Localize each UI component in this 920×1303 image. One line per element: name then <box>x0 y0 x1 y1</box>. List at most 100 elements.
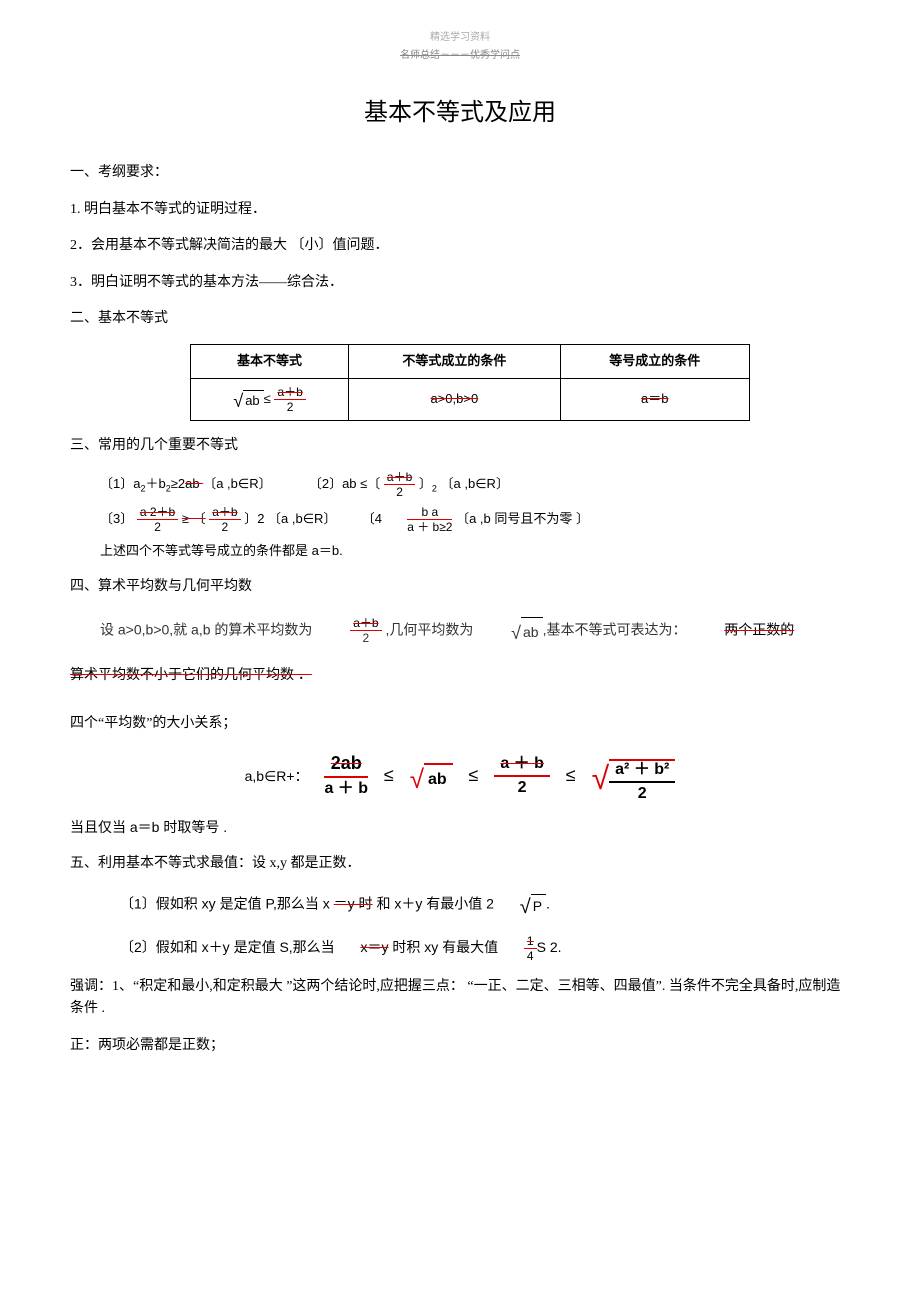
s5-heading: 五、利用基本不等式求最值：设 x,y 都是正数． <box>70 853 850 875</box>
frac3a: a 2＋b 2 <box>137 506 178 533</box>
den: 4 <box>524 949 537 962</box>
p1-strike: ＝y 时 <box>334 896 373 912</box>
den: 2 <box>350 631 381 644</box>
table-row: √ab≤ a＋b 2 a>0,b>0 a＝b <box>191 379 750 421</box>
section-1: 一、考纲要求： 1. 明白基本不等式的证明过程． 2．会用基本不等式解决简洁的最… <box>70 162 850 294</box>
r2-lead: 〔2〕ab ≤〔 <box>309 476 380 491</box>
s4-heading2: 四个“平均数”的大小关系； <box>70 713 850 735</box>
num: a＋b <box>384 471 415 485</box>
s5-p3: 强调：1、“积定和最小,和定积最大 ”这两个结论时,应把握三点： “一正、二定、… <box>70 976 850 1021</box>
s1-p1: 1. 明白基本不等式的证明过程． <box>70 199 850 221</box>
cell-cond: a>0,b>0 <box>349 379 560 421</box>
cell-formula: √ab≤ a＋b 2 <box>191 379 349 421</box>
sqrt-geo: √ab <box>511 613 542 649</box>
dot: . <box>546 896 550 912</box>
leq: ≤ <box>264 391 271 406</box>
r3-lead: 〔3〕 <box>100 511 133 526</box>
inequality-table: 基本不等式 不等式成立的条件 等号成立的条件 √ab≤ a＋b 2 a>0,b>… <box>190 344 750 421</box>
geometric-mean: √ab <box>410 755 453 797</box>
p1d: 两个正数的 <box>724 621 794 637</box>
frac-ba: b a a ＋ b≥2 <box>407 506 452 533</box>
r1-paren: 〔a ,b∈R〕 <box>203 476 271 491</box>
frac-num: a＋b <box>274 386 305 400</box>
le1: ≤ <box>384 761 394 790</box>
body: P <box>531 894 546 917</box>
le2: ≤ <box>469 761 479 790</box>
frac-14: 1 4 <box>524 935 537 962</box>
r1-ab: ab <box>185 476 203 491</box>
p1c: ,基本不等式可表达为： <box>543 621 687 637</box>
s5-p1: 〔1〕假如积 xy 是定值 P,那么当 x ＝y 时 和 x＋y 有最小值 2 … <box>120 889 850 921</box>
cond-text: a>0,b>0 <box>430 391 478 406</box>
s4-tail: 当且仅当 a＝b 时取等号 . <box>70 816 850 838</box>
ge-strike: ≥ 〔 <box>182 511 206 526</box>
page-header-small: 精选学习资料 <box>70 30 850 46</box>
den: 2 <box>137 520 178 533</box>
frac-arith: a＋b 2 <box>350 617 381 644</box>
sqrt-body: ab <box>521 617 543 646</box>
ineq-3-4: 〔3〕 a 2＋b 2 ≥ 〔 a＋b 2 〕2 〔a ,b∈R〕 〔4 b a… <box>100 506 850 533</box>
s2-heading: 二、基本不等式 <box>70 308 850 330</box>
sqrt-p: √P <box>520 889 546 921</box>
le3: ≤ <box>566 761 576 790</box>
ge: ≥2 <box>171 476 185 491</box>
p1a: 〔1〕假如积 xy 是定值 P,那么当 x <box>120 896 330 912</box>
num: a＋b <box>209 506 240 520</box>
s1-p3: 3．明白证明不等式的基本方法——综合法． <box>70 272 850 294</box>
p1a: 设 a>0,b>0,就 a,b 的算术平均数为 <box>100 621 312 637</box>
p2-text: 算术平均数不小于它们的几何平均数 ． <box>70 666 312 682</box>
th-eq: 等号成立的条件 <box>560 345 749 379</box>
chain-label: a,b∈R+： <box>245 765 309 787</box>
frac-den: 2 <box>274 400 305 413</box>
s5-p2: 〔2〕假如和 x＋y 是定值 S,那么当 x＝y 时积 xy 有最大值 1 4 … <box>120 935 850 962</box>
section-3: 三、常用的几个重要不等式 〔1〕a2＋b2≥2ab 〔a ,b∈R〕 〔2〕ab… <box>70 435 850 562</box>
sqrt-ab: ab <box>243 390 263 412</box>
frac-ab2b: a＋b 2 <box>384 471 415 498</box>
document-page: 精选学习资料 名师总结－－－优秀学问点 基本不等式及应用 一、考纲要求： 1. … <box>0 0 920 1111</box>
s4-heading: 四、算术平均数与几何平均数 <box>70 576 850 598</box>
r4-lead: 〔4 <box>362 511 382 526</box>
harmonic-mean: 2ab a ＋ b <box>324 754 368 797</box>
den: a ＋ b≥2 <box>407 520 452 533</box>
sqrt-body: ab <box>424 763 453 793</box>
num: b a <box>407 506 452 520</box>
den: 2 <box>209 520 240 533</box>
table-row: 基本不等式 不等式成立的条件 等号成立的条件 <box>191 345 750 379</box>
s4-p2: 算术平均数不小于它们的几何平均数 ． <box>70 663 850 685</box>
quadratic-mean: √ a² ＋ b² 2 <box>592 749 676 802</box>
s3-heading: 三、常用的几个重要不等式 <box>70 435 850 457</box>
den: 2 <box>609 783 675 803</box>
num: a＋b <box>350 617 381 631</box>
r2-paren: 〔a ,b∈R〕 <box>441 476 509 491</box>
page-title: 基本不等式及应用 <box>70 94 850 132</box>
section-4: 四、算术平均数与几何平均数 设 a>0,b>0,就 a,b 的算术平均数为 a＋… <box>70 576 850 838</box>
page-header-sub: 名师总结－－－优秀学问点 <box>70 48 850 64</box>
section-2: 二、基本不等式 基本不等式 不等式成立的条件 等号成立的条件 √ab≤ a＋b … <box>70 308 850 421</box>
eq-text: a＝b <box>641 391 668 406</box>
th-cond: 不等式成立的条件 <box>349 345 560 379</box>
cell-eq: a＝b <box>560 379 749 421</box>
num: 2ab <box>324 754 368 778</box>
th-ineq: 基本不等式 <box>191 345 349 379</box>
p2a: 〔2〕假如和 x＋y 是定值 S,那么当 <box>120 939 335 955</box>
p1b: ,几何平均数为 <box>385 621 473 637</box>
section-5: 五、利用基本不等式求最值：设 x,y 都是正数． 〔1〕假如积 xy 是定值 P… <box>70 853 850 1058</box>
r4-paren: 〔a ,b 同号且不为零 〕 <box>456 511 589 526</box>
den: 2 <box>384 485 415 498</box>
sqrt-icon: √ab <box>233 385 263 414</box>
den: 2 <box>494 777 550 797</box>
s1-p2: 2．会用基本不等式解决简洁的最大 〔小〕值问题． <box>70 235 850 257</box>
p2-strike: x＝y <box>360 939 388 955</box>
mean-chain: a,b∈R+： 2ab a ＋ b ≤ √ab ≤ a ＋ b 2 ≤ √ a²… <box>70 749 850 802</box>
s3-note: 上述四个不等式等号成立的条件都是 a＝b. <box>100 541 850 562</box>
frac-ab2: a＋b 2 <box>274 386 305 413</box>
s5-p4: 正：两项必需都是正数； <box>70 1035 850 1057</box>
arithmetic-mean: a ＋ b 2 <box>494 755 550 796</box>
p1b: 和 x＋y 有最小值 2 <box>376 896 493 912</box>
num: a² ＋ b² <box>609 761 675 783</box>
close: 〕 <box>419 476 432 491</box>
num: a 2＋b <box>137 506 178 520</box>
s1-heading: 一、考纲要求： <box>70 162 850 184</box>
num: 1 <box>524 935 537 949</box>
s4-p1: 设 a>0,b>0,就 a,b 的算术平均数为 a＋b 2 ,几何平均数为 √a… <box>100 613 850 649</box>
